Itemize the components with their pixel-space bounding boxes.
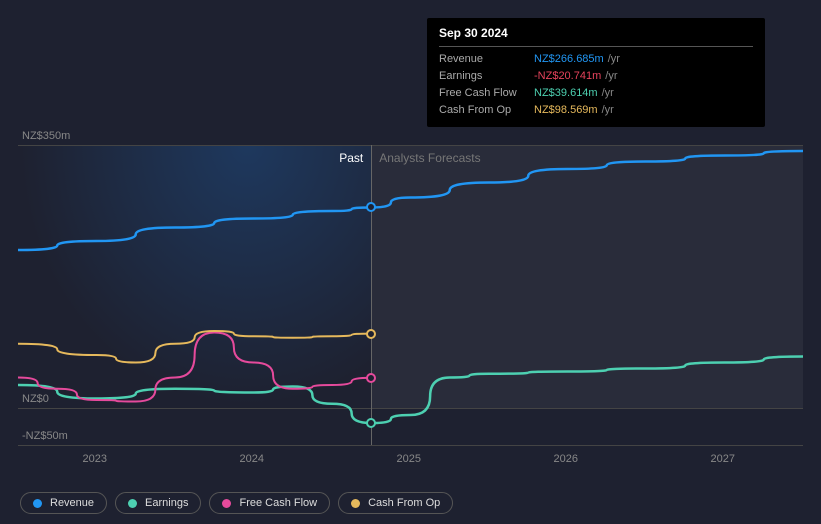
legend-item-fcf[interactable]: Free Cash Flow xyxy=(209,492,330,514)
tooltip-row-suffix: /yr xyxy=(602,102,614,119)
tooltip-row-label: Free Cash Flow xyxy=(439,85,534,102)
marker-revenue xyxy=(366,202,376,212)
tooltip-row-value: -NZ$20.741m xyxy=(534,68,601,85)
legend-item-revenue[interactable]: Revenue xyxy=(20,492,107,514)
legend-dot-icon xyxy=(128,499,137,508)
legend-label: Free Cash Flow xyxy=(239,497,317,509)
tooltip-row-free-cash-flow: Free Cash FlowNZ$39.614m/yr xyxy=(439,85,753,102)
tooltip-row-suffix: /yr xyxy=(608,51,620,68)
tooltip-row-value: NZ$39.614m xyxy=(534,85,598,102)
tooltip-row-cash-from-op: Cash From OpNZ$98.569m/yr xyxy=(439,102,753,119)
tooltip-row-value: NZ$266.685m xyxy=(534,51,604,68)
tooltip-row-value: NZ$98.569m xyxy=(534,102,598,119)
series-line-earnings xyxy=(18,357,803,424)
chart-legend: Revenue Earnings Free Cash Flow Cash From O… xyxy=(20,492,453,514)
legend-dot-icon xyxy=(222,499,231,508)
legend-item-earnings[interactable]: Earnings xyxy=(115,492,201,514)
tooltip-row-revenue: RevenueNZ$266.685m/yr xyxy=(439,51,753,68)
legend-dot-icon xyxy=(351,499,360,508)
marker-cfo xyxy=(366,329,376,339)
legend-label: Revenue xyxy=(50,497,94,509)
legend-item-cfo[interactable]: Cash From Op xyxy=(338,492,453,514)
tooltip-row-label: Revenue xyxy=(439,51,534,68)
tooltip-row-suffix: /yr xyxy=(602,85,614,102)
chart-tooltip: Sep 30 2024 RevenueNZ$266.685m/yrEarning… xyxy=(427,18,765,127)
legend-label: Cash From Op xyxy=(368,497,440,509)
legend-label: Earnings xyxy=(145,497,188,509)
marker-earnings xyxy=(366,418,376,428)
tooltip-row-label: Cash From Op xyxy=(439,102,534,119)
financials-chart: NZ$350mNZ$0-NZ$50m20232024202520262027Pa… xyxy=(0,0,821,524)
series-line-revenue xyxy=(18,151,803,250)
series-line-fcf xyxy=(18,333,371,402)
tooltip-date: Sep 30 2024 xyxy=(439,26,753,47)
legend-dot-icon xyxy=(33,499,42,508)
tooltip-row-suffix: /yr xyxy=(605,68,617,85)
tooltip-row-label: Earnings xyxy=(439,68,534,85)
tooltip-row-earnings: Earnings-NZ$20.741m/yr xyxy=(439,68,753,85)
marker-fcf xyxy=(366,373,376,383)
